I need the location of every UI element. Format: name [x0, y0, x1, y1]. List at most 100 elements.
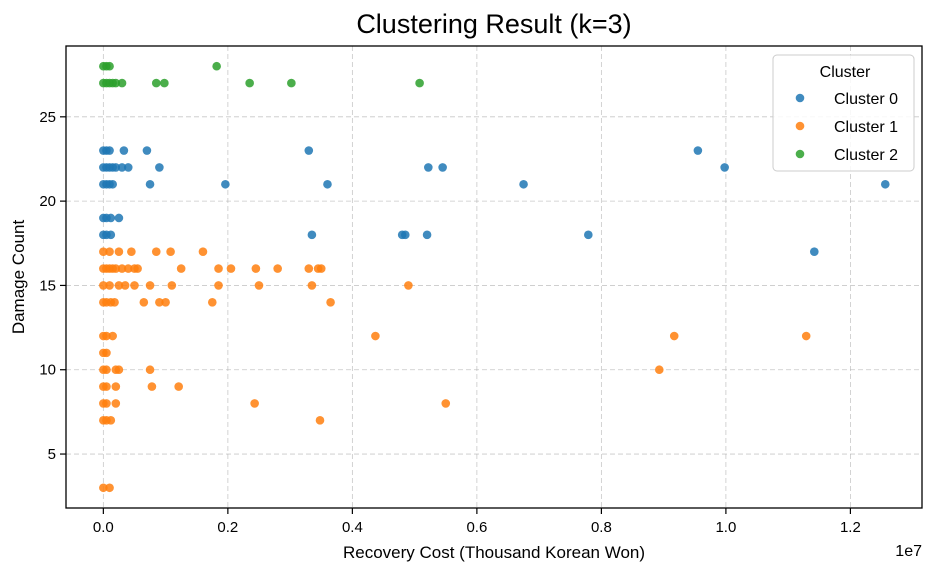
- data-point: [102, 331, 111, 341]
- data-point: [307, 230, 317, 240]
- data-point: [307, 281, 317, 290]
- data-point: [99, 483, 108, 493]
- data-point: [584, 230, 593, 240]
- data-point: [102, 382, 111, 391]
- data-point: [105, 61, 114, 71]
- data-point: [438, 163, 447, 172]
- data-point: [214, 281, 223, 290]
- data-point: [111, 264, 121, 273]
- data-point: [127, 247, 136, 257]
- data-point: [99, 247, 108, 257]
- data-point: [105, 247, 114, 257]
- data-point: [151, 247, 161, 257]
- data-point: [117, 78, 127, 88]
- data-point: [176, 264, 186, 273]
- data-point: [304, 146, 314, 155]
- legend: Cluster Cluster 0 Cluster 1 Cluster 2: [772, 54, 915, 172]
- legend-marker: [795, 149, 805, 159]
- data-point: [880, 179, 890, 189]
- x-axis-ticks: 0.0 0.2 0.4 0.6 0.8 1.0 1.2: [93, 508, 861, 536]
- series-cluster-0: [99, 146, 890, 257]
- data-point: [519, 179, 528, 189]
- data-points: [99, 61, 890, 493]
- data-point: [114, 247, 124, 257]
- data-point: [114, 365, 124, 375]
- data-point: [160, 78, 169, 88]
- data-point: [174, 382, 183, 391]
- data-point: [250, 399, 259, 408]
- legend-items: Cluster 0 Cluster 1 Cluster 2: [795, 91, 898, 164]
- data-point: [117, 264, 127, 273]
- series-cluster-1: [99, 247, 811, 493]
- legend-label: Cluster 2: [834, 147, 898, 164]
- x-tick-label: 0.8: [591, 519, 612, 536]
- legend-title: Cluster: [820, 64, 871, 81]
- x-axis-label: Recovery Cost (Thousand Korean Won): [343, 543, 645, 562]
- x-tick-label: 0.6: [466, 519, 487, 536]
- y-axis-ticks: 5 10 15 20 25: [39, 109, 66, 463]
- data-point: [117, 163, 127, 172]
- legend-label: Cluster 0: [834, 91, 898, 108]
- y-tick-label: 5: [48, 446, 56, 463]
- legend-marker: [795, 93, 805, 103]
- data-point: [111, 399, 121, 408]
- data-point: [145, 281, 155, 290]
- y-tick-label: 10: [39, 362, 56, 379]
- data-point: [114, 281, 124, 290]
- data-point: [251, 264, 261, 273]
- data-point: [400, 230, 410, 240]
- data-point: [809, 247, 819, 257]
- data-point: [801, 331, 811, 341]
- plot-frame: [65, 45, 923, 509]
- x-tick-label: 1.2: [840, 519, 861, 536]
- data-point: [221, 179, 230, 189]
- data-point: [424, 163, 433, 172]
- data-point: [304, 264, 314, 273]
- data-point: [214, 264, 223, 273]
- data-point: [198, 247, 208, 257]
- data-point: [326, 297, 335, 307]
- data-point: [106, 230, 116, 240]
- data-point: [720, 163, 729, 172]
- data-point: [415, 78, 424, 88]
- data-point: [111, 163, 121, 172]
- data-point: [207, 297, 217, 307]
- data-point: [669, 331, 679, 341]
- y-tick-label: 20: [39, 193, 56, 210]
- data-point: [287, 78, 296, 88]
- data-point: [155, 163, 164, 172]
- grid-lines: [66, 46, 922, 508]
- data-point: [226, 264, 236, 273]
- data-point: [151, 78, 161, 88]
- data-point: [254, 281, 264, 290]
- legend-box: [772, 54, 915, 172]
- data-point: [147, 382, 157, 391]
- data-point: [166, 247, 175, 257]
- data-point: [102, 348, 111, 358]
- data-point: [693, 146, 703, 155]
- data-point: [142, 146, 152, 155]
- data-point: [123, 264, 133, 273]
- y-tick-label: 25: [39, 109, 56, 126]
- data-point: [654, 365, 664, 375]
- data-point: [120, 281, 130, 290]
- x-tick-label: 0.2: [217, 519, 238, 536]
- data-point: [102, 365, 111, 375]
- data-point: [130, 281, 139, 290]
- data-point: [315, 416, 325, 425]
- data-point: [316, 264, 326, 273]
- data-point: [119, 146, 129, 155]
- data-point: [105, 483, 114, 493]
- data-point: [111, 382, 121, 391]
- data-point: [441, 399, 451, 408]
- data-point: [106, 416, 116, 425]
- x-tick-label: 0.4: [342, 519, 363, 536]
- data-point: [139, 297, 149, 307]
- data-point: [105, 146, 114, 155]
- legend-label: Cluster 1: [834, 119, 898, 136]
- data-point: [99, 281, 108, 290]
- data-point: [212, 61, 221, 71]
- chart-title: Clustering Result (k=3): [356, 9, 631, 39]
- data-point: [371, 331, 380, 341]
